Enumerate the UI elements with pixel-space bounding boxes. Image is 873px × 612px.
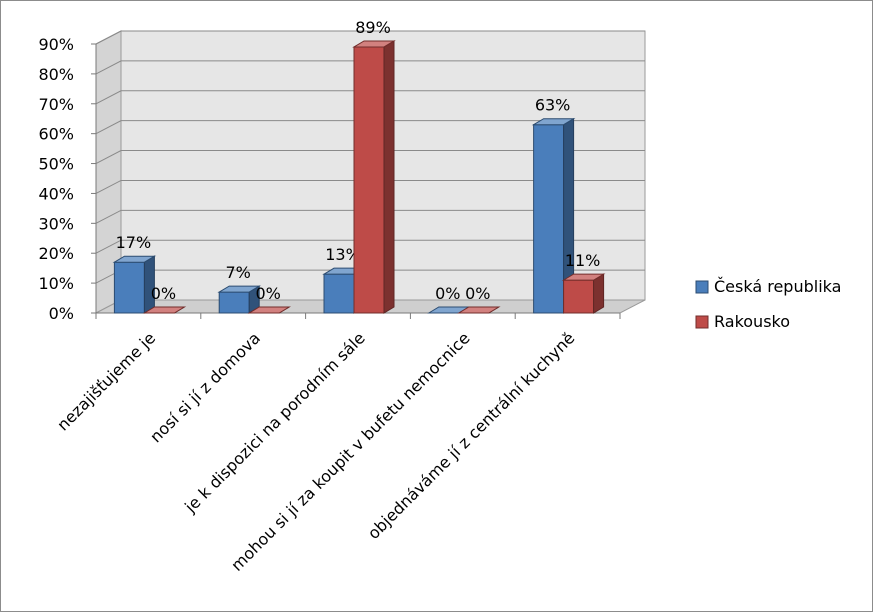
y-tick-label: 50% [38,155,74,174]
bar-top [561,273,606,281]
bar [142,306,187,314]
data-label: 89% [355,18,391,37]
y-tick-label: 0% [49,304,74,323]
gridline [95,60,645,75]
data-label: 13% [325,245,361,264]
data-label: 11% [565,251,601,270]
y-tick-label: 30% [38,214,74,233]
y-tick-label: 80% [38,65,74,84]
gridline [95,90,645,105]
data-label: 63% [535,96,571,115]
category-label: mohou si jí za koupit v bufetu nemocnice [227,328,473,574]
bar [531,117,576,314]
bar-top [456,306,501,314]
bar [217,285,262,314]
category-label: objednáváme jí z centrální kuchyně [364,328,579,543]
data-label: 0% [435,284,460,303]
data-label: 0% [151,284,176,303]
category-label: nosí si jí z domova [146,328,264,446]
gridline [95,120,645,135]
gridline [95,239,645,254]
bar [561,273,606,314]
y-tick-label: 60% [38,125,74,144]
bar [456,306,501,314]
legend-label: Rakousko [714,312,790,331]
data-label: 0% [256,284,281,303]
legend-swatch [695,315,709,329]
bar [352,40,396,314]
data-label: 17% [116,233,152,252]
legend-swatch [695,280,709,294]
bar [247,306,292,314]
category-label: nezajišťujeme je [53,328,159,434]
bar-top [112,255,157,263]
bar-front [533,124,565,314]
category-label: je k dispozici na porodním sále [180,328,369,517]
y-tick-label: 70% [38,95,74,114]
gridline [95,30,645,45]
bar-top [352,40,396,48]
bar-top [142,306,187,314]
y-tick-label: 40% [38,184,74,203]
bar-front [353,46,385,314]
gridline [95,179,645,194]
bar-top [531,118,576,126]
bar-side [593,273,605,314]
gridline [95,209,645,224]
bar-top [217,285,262,293]
data-label: 7% [226,263,251,282]
y-tick-label: 90% [38,35,74,54]
bar-front [563,279,595,314]
y-tick-label: 10% [38,274,74,293]
legend-label: Česká republika [714,277,841,296]
y-tick-label: 20% [38,244,74,263]
bar-front [323,273,355,314]
bar-top [247,306,292,314]
bar-front [113,261,145,314]
bar-side [383,40,395,314]
gridline [95,150,645,164]
bar [112,255,157,314]
bar-front [218,291,250,314]
data-label: 0% [465,284,490,303]
